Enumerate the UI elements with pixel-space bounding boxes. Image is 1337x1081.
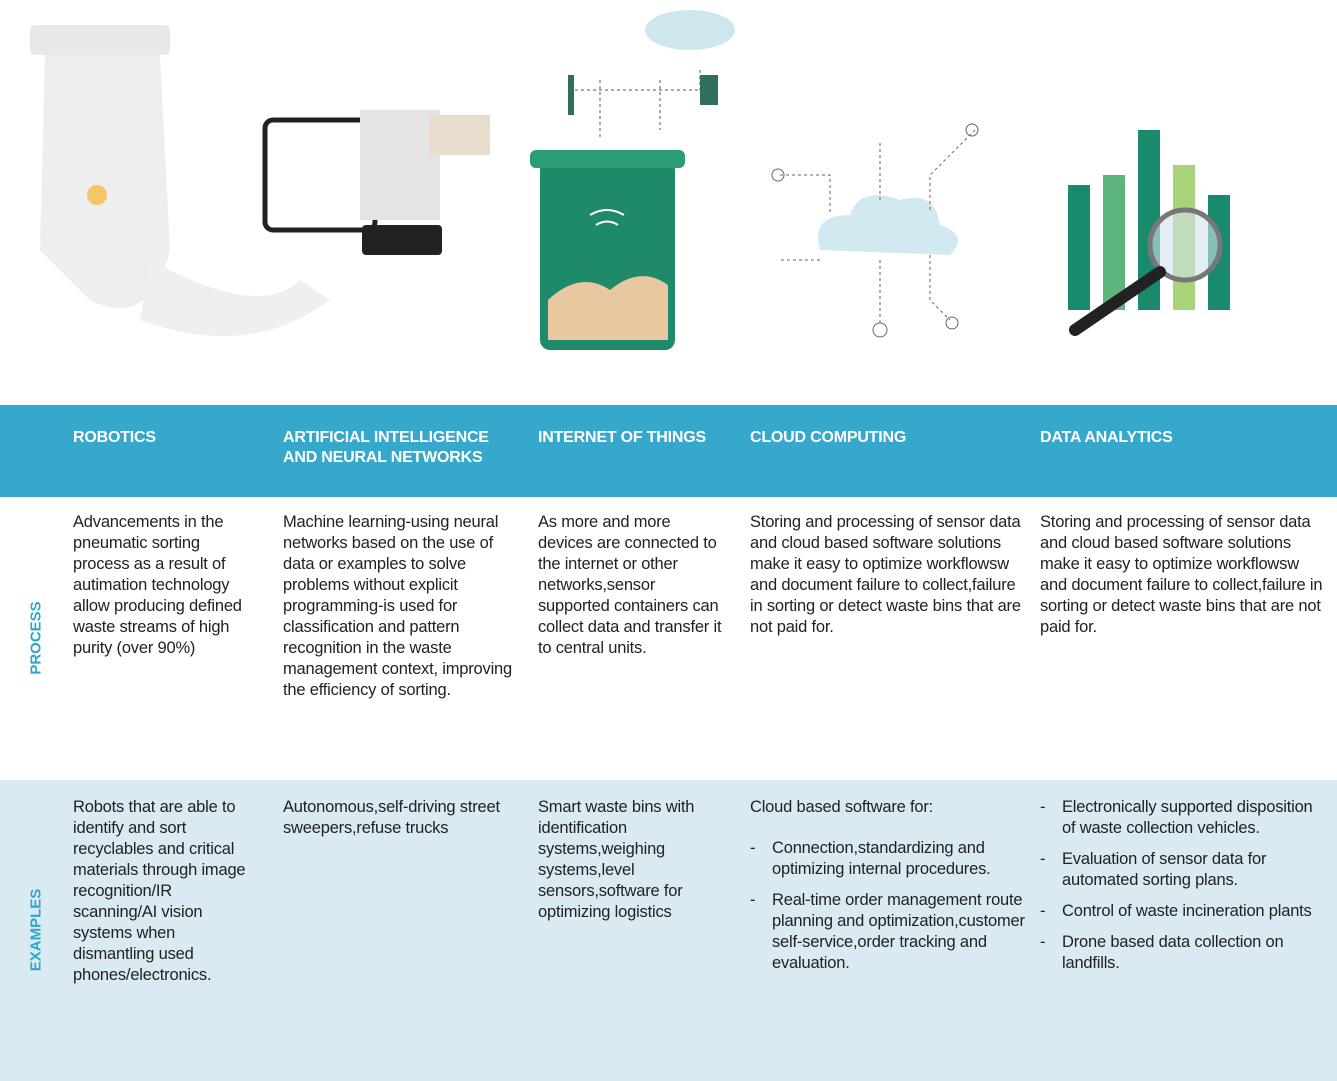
iot-illustration [530,10,735,350]
column-header: INTERNET OF THINGS [538,429,706,446]
cell-text: Smart waste bins with identification sys… [538,798,695,921]
cloud-illustration [771,123,979,338]
cell-text: Storing and processing of sensor data an… [750,513,1021,636]
bullet-item: Real-time order management route plannin… [750,890,1025,974]
cell: Machine learning-using neural networks b… [283,512,515,701]
bullet-item: Connection,standardizing and optimizing … [750,838,1025,880]
cell: Cloud based software for: Connection,stan… [750,797,1025,984]
cell-text: As more and more devices are connected t… [538,513,722,657]
cell: As more and more devices are connected t… [538,512,728,659]
bullet-item: Electronically supported disposition of … [1040,797,1330,839]
column-header: DATA ANALYTICS [1040,429,1173,446]
cell: Storing and processing of sensor data an… [750,512,1025,638]
column-header: ROBOTICS [73,429,156,446]
column-header: CLOUD COMPUTING [750,429,907,446]
analytics-illustration [1068,130,1230,336]
cell: Robots that are able to identify and sor… [73,797,253,986]
row-label: EXAMPLES [27,888,45,972]
cell: Autonomous,self-driving street sweepers,… [283,797,515,839]
row-label: PROCESS [27,601,45,675]
bullet-list: Connection,standardizing and optimizing … [750,838,1025,974]
bullet-item: Evaluation of sensor data for automated … [1040,849,1330,891]
cell-text: Machine learning-using neural networks b… [283,513,512,699]
bullet-list: Electronically supported disposition of … [1040,797,1330,974]
column-header: ARTIFICIAL INTELLIGENCE AND NEURAL NETWO… [283,429,489,466]
cell: Electronically supported disposition of … [1040,797,1330,984]
header-band [0,405,1337,497]
cell-text: Advancements in the pneumatic sorting pr… [73,513,242,657]
cell: Smart waste bins with identification sys… [538,797,728,923]
robot-illustration [30,25,490,336]
bullet-item: Control of waste incineration plants [1040,901,1330,922]
cell: Advancements in the pneumatic sorting pr… [73,512,253,659]
illustrations [30,10,1230,350]
bullet-item: Drone based data collection on landfills… [1040,932,1330,974]
cell-text: Robots that are able to identify and sor… [73,798,246,984]
cell: Storing and processing of sensor data an… [1040,512,1330,638]
cell-text: Cloud based software for: [750,798,934,816]
cell-text: Storing and processing of sensor data an… [1040,513,1323,636]
cell-text: Autonomous,self-driving street sweepers,… [283,798,500,837]
